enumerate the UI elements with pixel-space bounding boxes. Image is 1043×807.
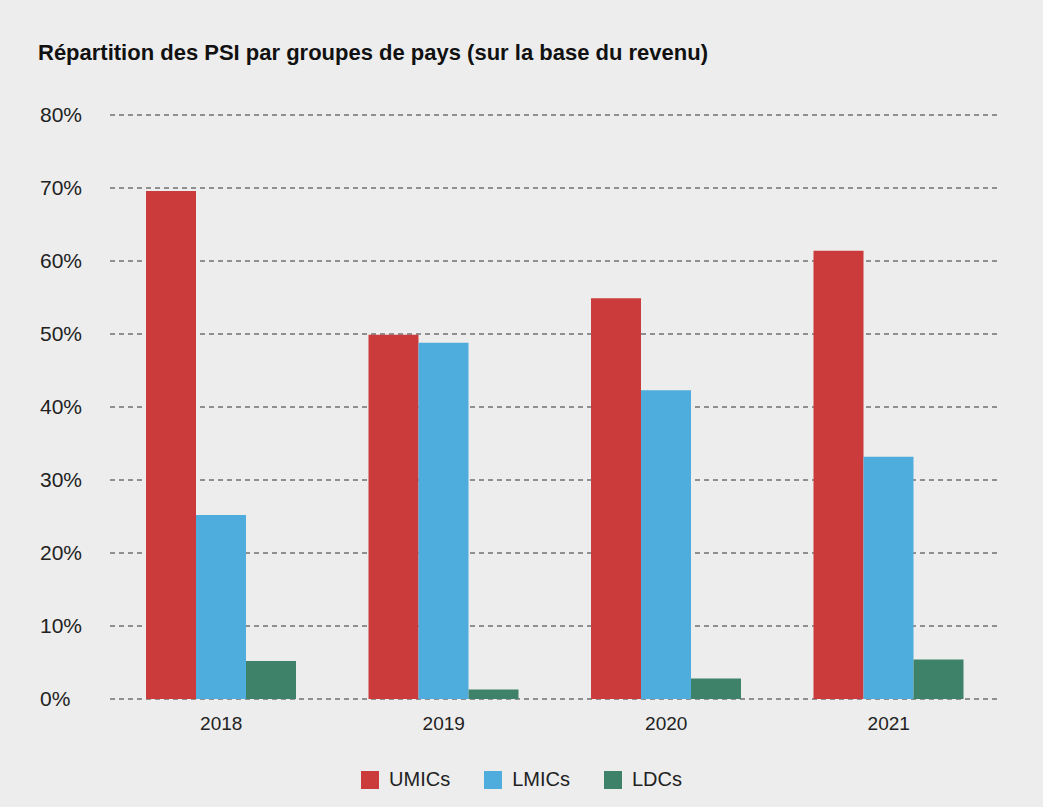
- html-text:LDCs: LDCs: [631, 768, 682, 790]
- html-text:Répartition des PSI par groupe: Répartition des PSI par groupes de pays …: [38, 40, 708, 65]
- svg-text:70%: 70%: [40, 176, 82, 199]
- svg-text:2020: 2020: [645, 713, 687, 734]
- svg-text:30%: 30%: [40, 468, 82, 491]
- svg-text:20%: 20%: [40, 541, 82, 564]
- svg-text:60%: 60%: [40, 249, 82, 272]
- svg-text:2021: 2021: [868, 713, 910, 734]
- svg-text:10%: 10%: [40, 614, 82, 637]
- svg-text:80%: 80%: [40, 103, 82, 126]
- html-text:UMICs: UMICs: [389, 768, 451, 790]
- svg-text:50%: 50%: [40, 322, 82, 345]
- svg-text:40%: 40%: [40, 395, 82, 418]
- svg-text:2018: 2018: [200, 713, 242, 734]
- svg-text:2019: 2019: [423, 713, 465, 734]
- svg-text:0%: 0%: [40, 687, 70, 710]
- html-text:LMICs: LMICs: [512, 768, 570, 790]
